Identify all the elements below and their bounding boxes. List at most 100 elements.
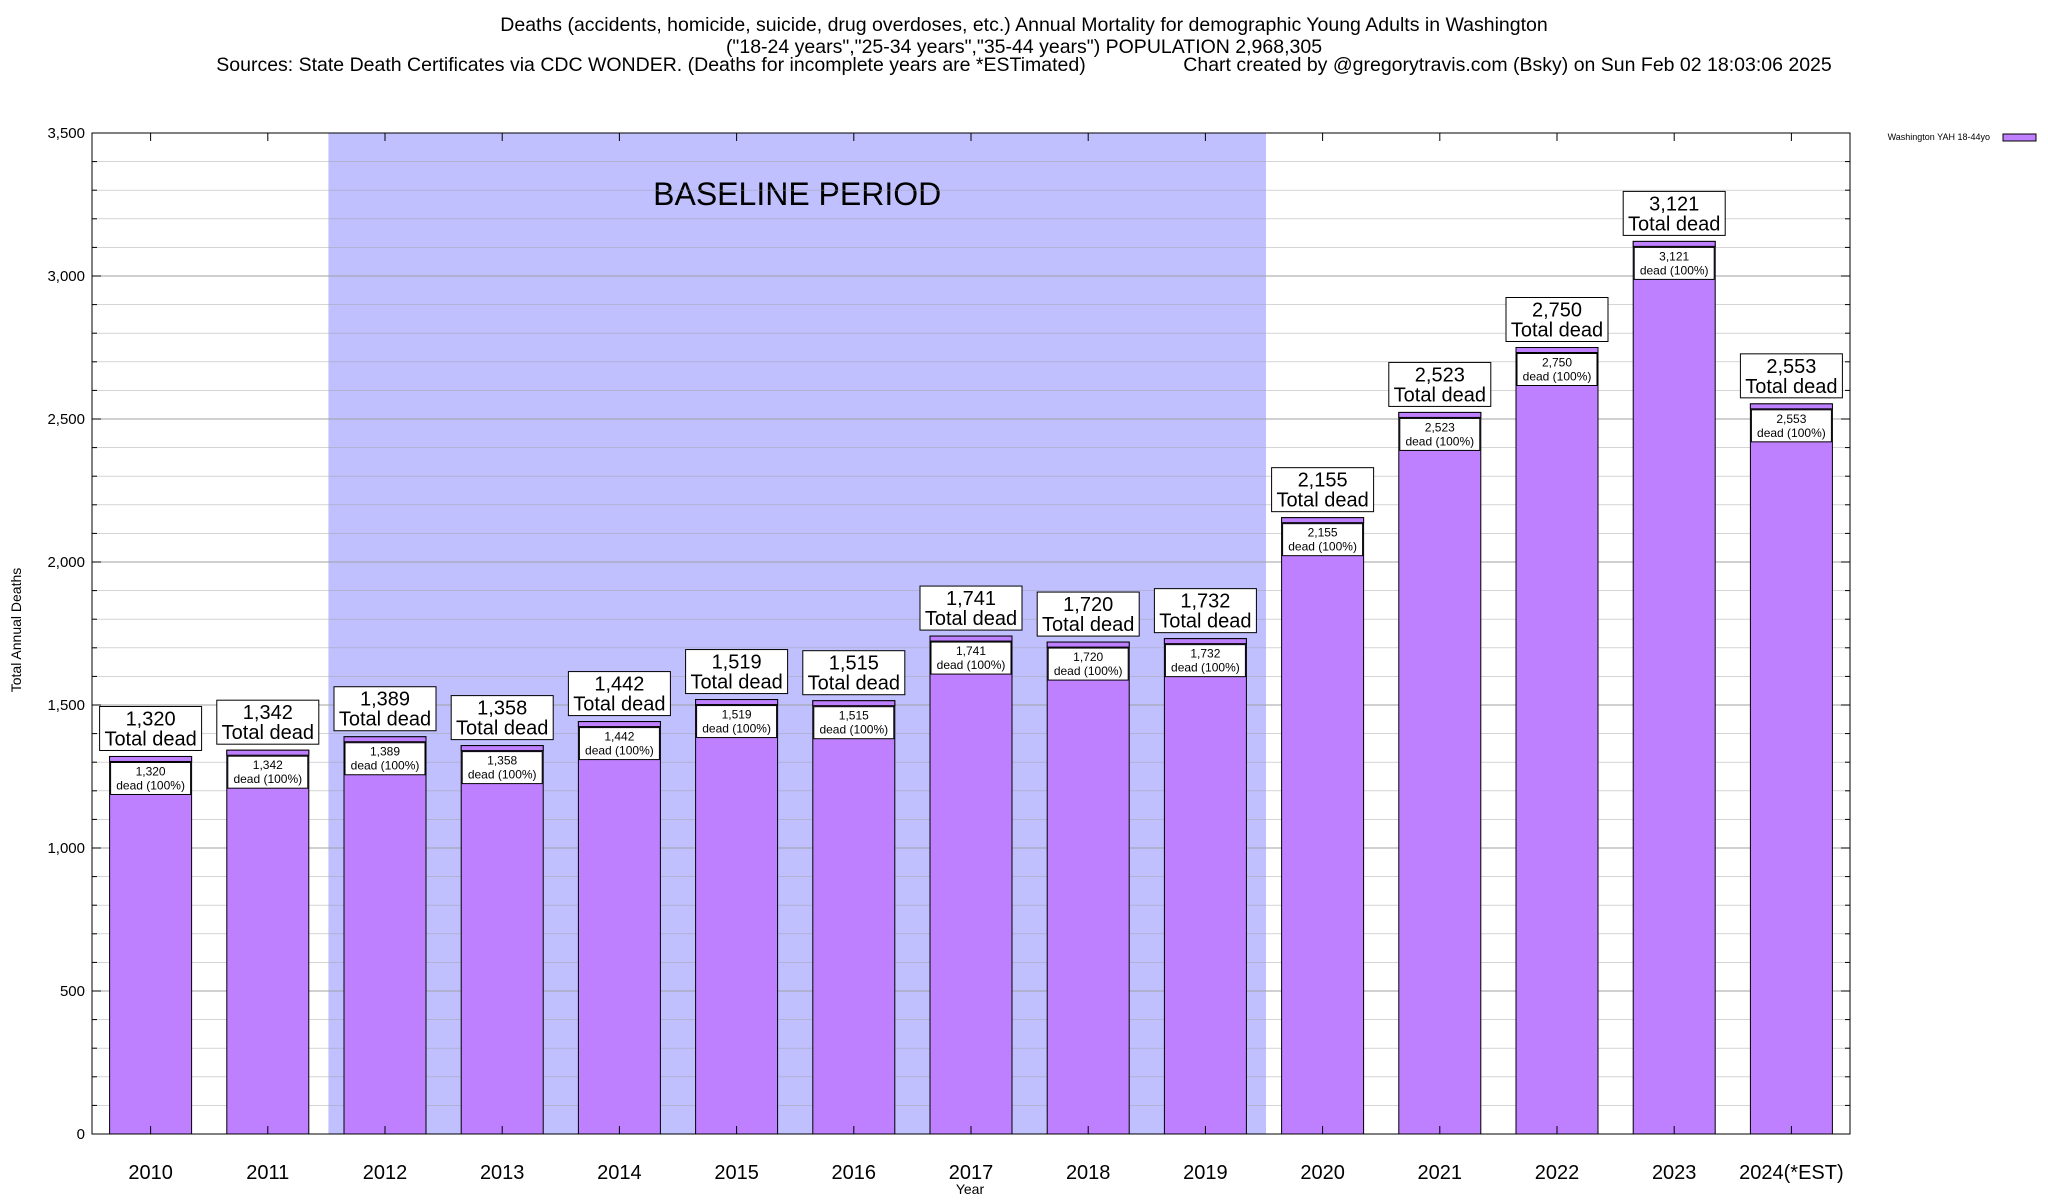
y-axis-title: Total Annual Deaths [8,568,24,693]
inner-percent-label: dead (100%) [468,768,537,782]
bar-top-segment [1046,641,1130,648]
inner-label-box [930,641,1012,675]
x-tick-label: 2023 [1652,1162,1697,1184]
x-tick-label: 2017 [949,1162,994,1184]
total-dead-label: Total dead [456,718,548,740]
total-value-label: 2,553 [1766,356,1816,378]
legend-swatch [2002,133,2037,142]
bar-top-segment [343,736,427,743]
inner-label-box [1516,353,1598,386]
inner-percent-label: dead (100%) [937,658,1006,672]
total-dead-label: Total dead [1628,213,1720,235]
bar-top-segment [812,700,896,707]
bar [812,700,896,1135]
total-label-box [1388,361,1492,407]
inner-value-label: 3,121 [1659,249,1689,263]
bar-top-segment [1632,240,1716,247]
inner-value-label: 1,358 [487,754,517,768]
inner-value-label: 1,442 [604,730,634,744]
total-value-label: 3,121 [1649,193,1699,215]
inner-label-box [1750,409,1832,443]
inner-label-box [813,706,895,740]
bars-layer [109,240,1833,1135]
x-tick-label: 2022 [1535,1162,1580,1184]
total-dead-label: Total dead [573,694,665,716]
x-tick-label: 2015 [714,1162,759,1184]
inner-label-box [1047,647,1129,681]
y-tick-label: 500 [60,983,85,1000]
inner-value-label: 2,155 [1308,526,1338,540]
inner-value-label: 1,732 [1190,647,1220,661]
inner-label-box [1282,523,1364,557]
bar [929,635,1013,1135]
bar-top-segment [226,749,310,756]
inner-value-label: 1,741 [956,644,986,658]
bar [1046,641,1130,1135]
total-dead-label: Total dead [690,672,782,694]
bar-top-segment [1398,411,1482,418]
y-tick-label: 1,500 [47,697,85,714]
inner-value-label: 1,519 [722,708,752,722]
x-tick-label: 2018 [1066,1162,1111,1184]
y-tick-label: 1,000 [47,840,85,857]
sources-text: Sources: State Death Certificates via CD… [216,54,1086,76]
bar-top-segment [460,745,544,752]
total-value-label: 1,342 [243,702,293,724]
bar-top-segment [577,721,661,728]
total-value-label: 1,389 [360,689,410,711]
inner-label-box [461,751,543,785]
y-tick-label: 2,500 [47,411,85,428]
x-tick-label: 2014 [597,1162,642,1184]
total-value-label: 1,320 [126,708,176,730]
total-label-box [216,699,320,745]
inner-label-box [578,727,660,761]
x-tick-label: 2021 [1418,1162,1463,1184]
total-dead-label: Total dead [222,722,314,744]
chart-title-line1: Deaths (accidents, homicide, suicide, dr… [500,14,1548,36]
chart-title: Deaths (accidents, homicide, suicide, dr… [0,14,2048,58]
bar [1749,403,1833,1135]
x-axis-title: Year [956,1181,985,1197]
total-label-box [919,585,1023,631]
x-tick-label: 2016 [832,1162,877,1184]
total-value-label: 1,732 [1180,591,1230,613]
bar-top-segment [929,635,1013,642]
legend-label: Washington YAH 18-44yo [1888,132,1990,142]
bar [577,721,661,1135]
inner-label-box [696,705,778,739]
bar [1281,517,1365,1135]
inner-percent-label: dead (100%) [702,722,771,736]
inner-value-label: 1,720 [1073,650,1103,664]
total-dead-label: Total dead [1511,320,1603,342]
total-label-box [1271,467,1375,513]
inner-label-box [110,761,192,795]
bar [695,699,779,1135]
bar-top-segment [1281,517,1365,524]
total-label-box [1153,588,1257,634]
x-tick-label: 2011 [246,1162,289,1184]
inner-label-box [1164,644,1246,678]
total-label-box [99,705,203,751]
inner-label-box [227,755,309,789]
axis-layer: 0 500 1,000 1,500 2,000 2,500 3,000 3,500 2010 20… [47,125,1851,1184]
bar [109,755,193,1135]
y-tick-label: 2,000 [47,554,85,571]
y-tick-label: 0 [77,1126,85,1143]
inner-value-label: 2,750 [1542,356,1572,370]
inner-value-label: 2,553 [1776,412,1806,426]
inner-percent-label: dead (100%) [819,723,888,737]
x-tick-label: 2010 [128,1162,173,1184]
total-value-label: 1,720 [1063,594,1113,616]
x-tick-label: 2020 [1300,1162,1345,1184]
total-dead-label: Total dead [1394,384,1486,406]
total-value-label: 2,523 [1415,364,1465,386]
inner-percent-label: dead (100%) [351,759,420,773]
total-dead-label: Total dead [1276,490,1368,512]
total-value-label: 1,519 [712,652,762,674]
inner-percent-label: dead (100%) [233,772,302,786]
x-tick-label: 2013 [480,1162,525,1184]
inner-value-label: 1,389 [370,745,400,759]
total-label-box [1505,297,1609,342]
inner-value-label: 1,342 [253,758,283,772]
